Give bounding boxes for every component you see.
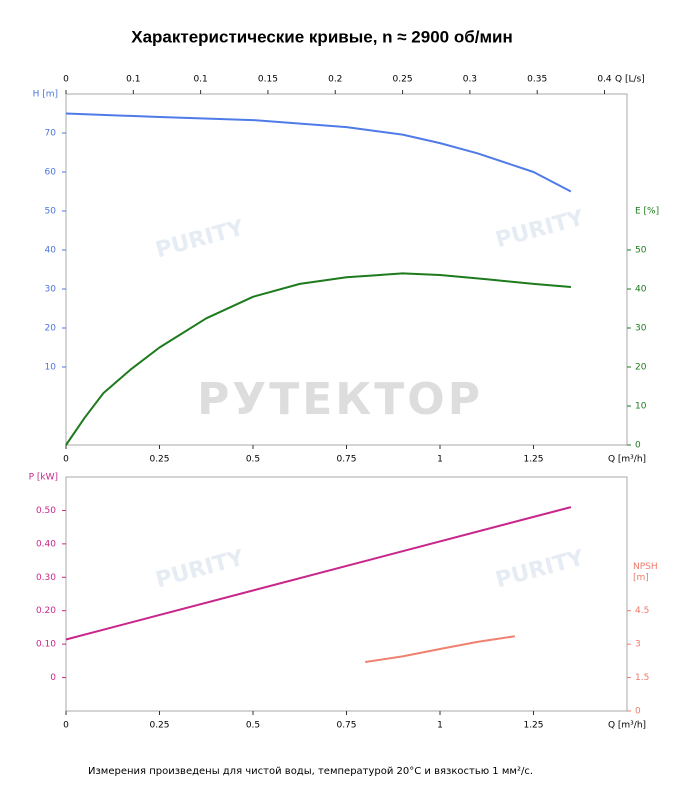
x2-axis-label: Q [L/s] — [615, 75, 645, 85]
series-line — [65, 112, 572, 193]
y2-tick-label: 20 — [635, 363, 647, 373]
x-tick-label: 1 — [437, 721, 443, 731]
watermark-logo: PURITY — [493, 206, 587, 254]
plot-frame — [65, 476, 628, 712]
x-tick-label: 0.75 — [336, 721, 356, 731]
y-tick-label: 70 — [45, 129, 57, 139]
x-tick-label: 0.25 — [149, 455, 169, 465]
x-tick-label: 0 — [63, 721, 69, 731]
y-axis-label: H [m] — [33, 90, 58, 100]
footnote: Измерения произведены для чистой воды, т… — [88, 766, 533, 777]
y-tick-label: 50 — [45, 207, 57, 217]
y-tick-label: 30 — [45, 285, 57, 295]
y2-tick-label: 50 — [635, 246, 647, 256]
x2-tick-label: 0.35 — [527, 75, 547, 85]
y2-tick-label: 40 — [635, 285, 647, 295]
x2-tick-label: 0.1 — [126, 75, 140, 85]
y2-axis-label: E [%] — [635, 207, 659, 217]
x-tick-label: 0 — [63, 455, 69, 465]
y-tick-label: 10 — [45, 363, 57, 373]
y2-tick-label: 10 — [635, 402, 647, 412]
y2-tick-label: 0 — [635, 441, 641, 451]
y2-tick-label: 4.5 — [635, 606, 649, 616]
watermark-logo: PURITY — [153, 546, 247, 594]
y-tick-label: 0.40 — [36, 539, 56, 549]
series-line — [65, 506, 572, 641]
x2-tick-label: 0.25 — [393, 75, 413, 85]
y-tick-label: 40 — [45, 246, 57, 256]
y2-axis-label: NPSH — [633, 562, 658, 572]
watermark-logo: PURITY — [153, 216, 247, 264]
y-tick-label: 60 — [45, 168, 57, 178]
y2-tick-label: 1.5 — [635, 673, 649, 683]
y-tick-label: 0.50 — [36, 506, 56, 516]
x2-tick-label: 0.15 — [258, 75, 278, 85]
x-tick-label: 1.25 — [523, 721, 543, 731]
y2-tick-label: 0 — [635, 707, 641, 717]
x-tick-label: 1.25 — [523, 455, 543, 465]
x-tick-label: 1 — [437, 455, 443, 465]
watermark-logo: PURITY — [493, 546, 587, 594]
series-line — [365, 635, 515, 663]
x-tick-label: 0.5 — [246, 455, 260, 465]
chart-title: Характеристические кривые, n ≈ 2900 об/м… — [131, 27, 513, 46]
y-tick-label: 0 — [50, 673, 56, 683]
series-line — [65, 272, 571, 446]
y-tick-label: 0.30 — [36, 573, 56, 583]
y-tick-label: 20 — [45, 324, 57, 334]
x2-tick-label: 0.2 — [328, 75, 342, 85]
y2-tick-label: 3 — [635, 640, 641, 650]
x2-tick-label: 0.3 — [463, 75, 477, 85]
x-tick-label: 0.5 — [246, 721, 260, 731]
x2-tick-label: 0 — [63, 75, 69, 85]
x-tick-label: 0.75 — [336, 455, 356, 465]
x-axis-label: Q [m³/h] — [608, 721, 646, 731]
y2-tick-label: 30 — [635, 324, 647, 334]
x2-tick-label: 0.1 — [193, 75, 207, 85]
y-axis-label: P [kW] — [29, 473, 58, 483]
x-tick-label: 0.25 — [149, 721, 169, 731]
y-tick-label: 0.10 — [36, 640, 56, 650]
y2-axis-label: [m] — [633, 573, 649, 583]
x2-tick-label: 0.4 — [597, 75, 612, 85]
x-axis-label: Q [m³/h] — [608, 455, 646, 465]
watermark: РУТЕКТОР — [197, 374, 483, 425]
y-tick-label: 0.20 — [36, 606, 56, 616]
